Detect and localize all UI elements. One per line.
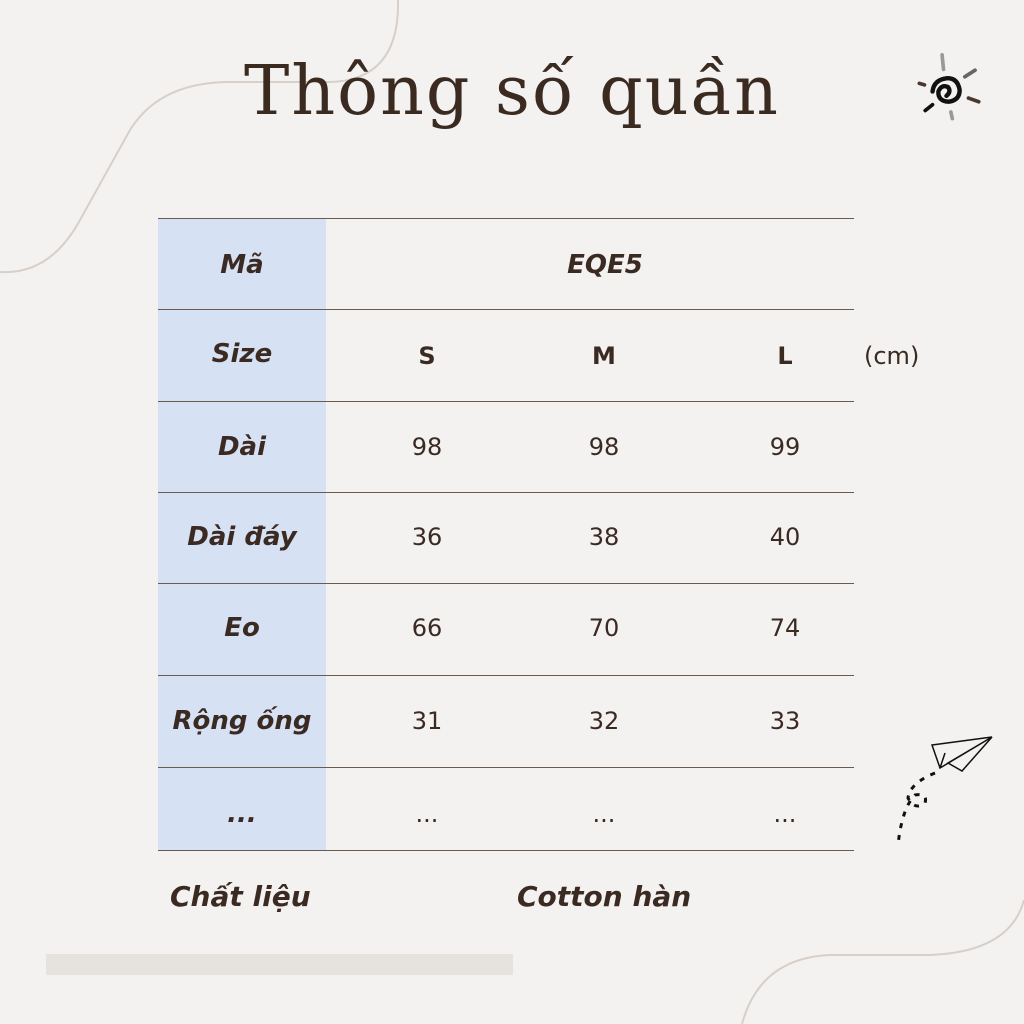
row-value: 99 bbox=[769, 433, 801, 461]
paper-plane-icon bbox=[896, 736, 993, 846]
size-m: M bbox=[592, 342, 616, 370]
row-value: 32 bbox=[588, 707, 620, 735]
row-value: 98 bbox=[588, 433, 620, 461]
row-value: 98 bbox=[411, 433, 443, 461]
row-value: 66 bbox=[411, 614, 443, 642]
row-value: 40 bbox=[769, 523, 801, 551]
size-label: Size bbox=[211, 339, 273, 369]
material-value: Cotton hàn bbox=[517, 880, 692, 913]
row-label: Dài đáy bbox=[187, 522, 297, 552]
code-label: Mã bbox=[220, 250, 264, 280]
row-value: 38 bbox=[588, 523, 620, 551]
divider bbox=[158, 850, 854, 851]
divider bbox=[158, 309, 854, 310]
unit-label: (cm) bbox=[864, 342, 920, 370]
row-label: Dài bbox=[217, 432, 267, 462]
size-s: S bbox=[418, 342, 436, 370]
row-label: Eo bbox=[224, 613, 260, 643]
row-value: 31 bbox=[411, 707, 443, 735]
row-value: 74 bbox=[769, 614, 801, 642]
row-value: ... bbox=[415, 800, 439, 828]
row-value: 36 bbox=[411, 523, 443, 551]
divider bbox=[158, 583, 854, 584]
size-l: L bbox=[777, 342, 793, 370]
label-column bbox=[158, 218, 326, 850]
divider bbox=[158, 492, 854, 493]
row-label: ... bbox=[227, 799, 257, 829]
divider bbox=[158, 401, 854, 402]
row-value: ... bbox=[592, 800, 616, 828]
divider bbox=[158, 675, 854, 676]
row-value: 70 bbox=[588, 614, 620, 642]
sun-spiral-icon bbox=[917, 52, 981, 121]
row-value: ... bbox=[773, 800, 797, 828]
page-title: Thông số quần bbox=[244, 52, 780, 131]
decorative-bar bbox=[46, 954, 513, 975]
material-label: Chất liệu bbox=[170, 880, 311, 913]
code-value: EQE5 bbox=[567, 250, 643, 280]
row-label: Rộng ống bbox=[172, 706, 312, 736]
divider bbox=[158, 218, 854, 219]
divider bbox=[158, 767, 854, 768]
row-value: 33 bbox=[769, 707, 801, 735]
